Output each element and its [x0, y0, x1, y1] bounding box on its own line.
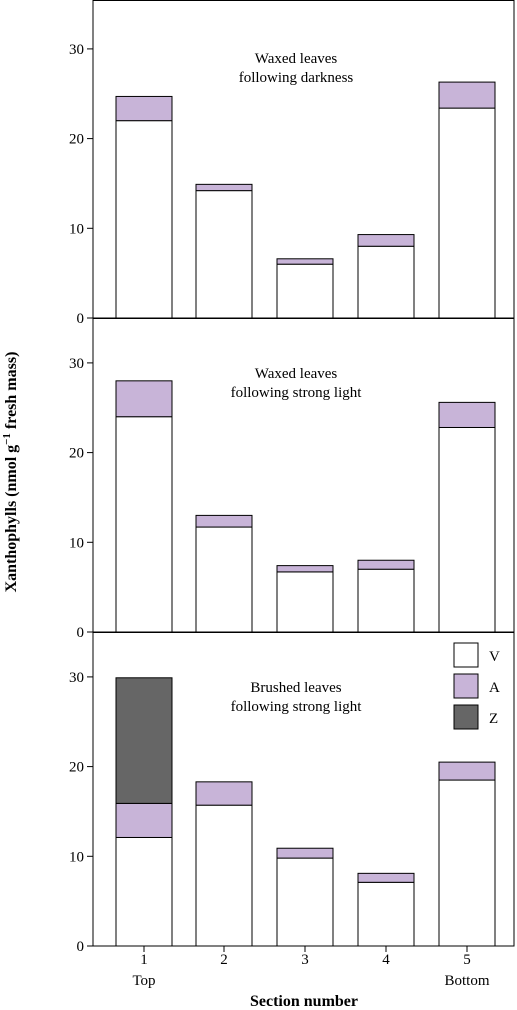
y-tick-label: 10 — [69, 221, 84, 237]
panel-title-line: Brushed leaves — [250, 680, 341, 696]
y-tick-label: 30 — [69, 670, 84, 686]
panel-1: 0 10 20 30 Waxed leaves following darkness — [69, 0, 515, 327]
y-tick-label: 30 — [69, 42, 84, 58]
panel-title-line: following darkness — [239, 70, 354, 86]
bar-V-2 — [195, 526, 253, 633]
legend-swatch-V — [453, 642, 479, 668]
bar-A-5 — [438, 761, 496, 781]
y-tick-label: 10 — [69, 849, 84, 865]
bar-Z-1 — [115, 677, 173, 804]
panel-3: 0 10 20 30 Brushed leaves following strong li… — [69, 632, 515, 955]
bar-A-3 — [276, 565, 334, 573]
panel-2: 0 10 20 30 Waxed leaves following strong ligh… — [69, 318, 515, 641]
y-axis-title-main: Xanthophylls (nmol g — [3, 445, 20, 593]
bar-V-5 — [438, 779, 496, 947]
bar-A-2 — [195, 514, 253, 528]
y-tick-label: 10 — [69, 535, 84, 551]
y-tick-label: 30 — [69, 356, 84, 372]
bar-V-3 — [276, 857, 334, 947]
bar-A-2 — [195, 781, 253, 806]
x-axis-title: Section number — [250, 993, 358, 1010]
panels-group: 0 10 20 30 Waxed leaves following darkness 0 10… — [69, 0, 515, 955]
bar-A-4 — [357, 872, 415, 883]
bar-V-4 — [357, 245, 415, 319]
x-axis-group: 1 Top 2 3 4 5 Bottom — [132, 946, 490, 989]
bar-A-1 — [115, 380, 173, 418]
x-tick-label: 1 — [140, 952, 148, 968]
x-tick-label: 2 — [220, 952, 228, 968]
bar-V-3 — [276, 263, 334, 319]
bar-V-3 — [276, 571, 334, 633]
bar-V-5 — [438, 107, 496, 319]
x-tick-label: 3 — [301, 952, 309, 968]
y-axis-title: Xanthophylls (nmol g−1 fresh mass) — [1, 352, 20, 593]
bar-A-4 — [357, 559, 415, 570]
bar-V-5 — [438, 426, 496, 633]
bar-V-4 — [357, 881, 415, 947]
y-tick-label: 20 — [69, 446, 84, 462]
legend-swatch-Z — [453, 704, 479, 730]
bar-A-1 — [115, 95, 173, 122]
panel-title-line: Waxed leaves — [255, 51, 338, 67]
y-tick-label: 20 — [69, 132, 84, 148]
bar-V-2 — [195, 804, 253, 947]
bar-V-1 — [115, 120, 173, 319]
x-tick-sublabel: Bottom — [444, 973, 489, 989]
bar-A-2 — [195, 183, 253, 192]
y-tick-label: 0 — [77, 939, 85, 955]
bar-V-2 — [195, 190, 253, 319]
bar-A-5 — [438, 81, 496, 109]
bar-V-1 — [115, 416, 173, 633]
bar-A-5 — [438, 401, 496, 428]
panel-title-line: following strong light — [231, 385, 363, 401]
panel-title-line: following strong light — [231, 699, 363, 715]
legend-swatch-A — [453, 673, 479, 699]
y-tick-label: 20 — [69, 760, 84, 776]
y-tick-label: 0 — [77, 311, 85, 327]
y-axis-title-rest: fresh mass) — [3, 352, 20, 433]
bar-V-4 — [357, 568, 415, 633]
bar-A-4 — [357, 234, 415, 247]
panel-title-line: Waxed leaves — [255, 366, 338, 382]
y-tick-label: 0 — [77, 625, 85, 641]
x-tick-sublabel: Top — [132, 973, 155, 989]
bar-A-3 — [276, 847, 334, 859]
bar-A-3 — [276, 258, 334, 265]
legend-label-Z: Z — [489, 711, 498, 727]
x-tick-label: 5 — [463, 952, 471, 968]
bar-A-1 — [115, 802, 173, 838]
legend-label-V: V — [489, 649, 500, 665]
x-tick-label: 4 — [382, 952, 390, 968]
y-axis-title-exponent: −1 — [1, 433, 13, 445]
legend-label-A: A — [489, 680, 500, 696]
bar-V-1 — [115, 836, 173, 947]
legend: VAZ — [453, 642, 500, 730]
